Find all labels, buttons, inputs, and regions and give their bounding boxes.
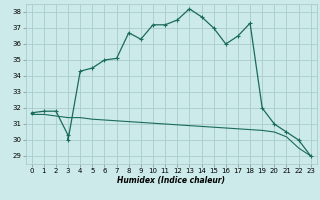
X-axis label: Humidex (Indice chaleur): Humidex (Indice chaleur) (117, 176, 225, 185)
